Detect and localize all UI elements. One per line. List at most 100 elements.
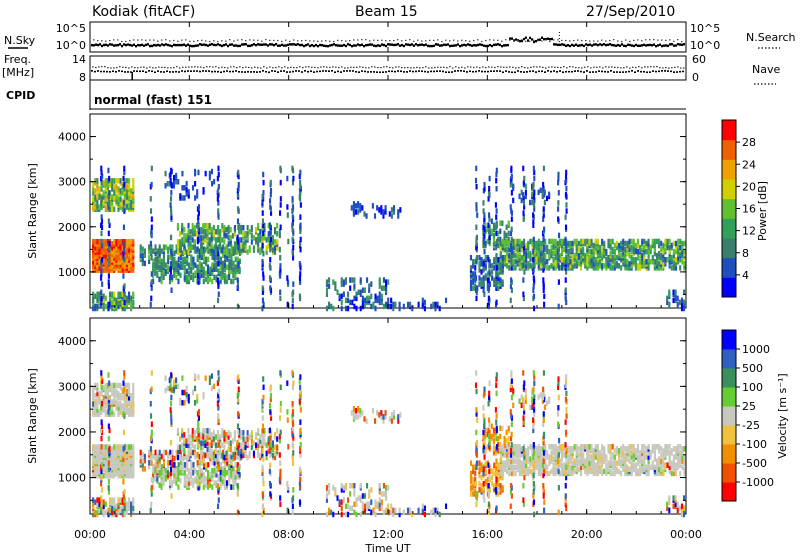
power-cell — [518, 246, 521, 253]
power-cell — [474, 259, 477, 265]
power-cell — [472, 259, 475, 265]
noise-point — [323, 44, 325, 47]
freq-point — [268, 71, 270, 74]
power-cell — [529, 238, 532, 245]
nave-point — [290, 66, 292, 68]
velocity-cell — [104, 386, 107, 393]
velocity-cell — [187, 476, 191, 482]
power-cell — [183, 185, 186, 191]
noise-point — [197, 44, 199, 47]
power-cell — [122, 250, 125, 257]
power-cell — [550, 238, 553, 245]
power-cell — [488, 175, 491, 182]
power-cell — [628, 261, 631, 267]
velocity-cell — [263, 432, 266, 438]
noise-point — [313, 44, 315, 48]
noise-point — [237, 44, 239, 48]
velocity-cell — [200, 448, 203, 455]
velocity-cell — [334, 491, 337, 497]
search-noise-point — [437, 39, 439, 41]
velocity-cell — [234, 449, 237, 456]
velocity-cell — [257, 428, 260, 434]
power-cell — [107, 283, 111, 289]
power-cell — [563, 246, 566, 253]
power-cell — [217, 268, 220, 275]
power-cell — [340, 293, 343, 300]
velocity-cell — [257, 442, 260, 448]
power-cell — [492, 232, 496, 239]
power-cell — [522, 214, 526, 220]
velocity-cell — [257, 446, 260, 453]
power-cell — [175, 262, 178, 268]
power-cell — [150, 216, 153, 222]
noise-point — [491, 44, 493, 48]
nave-point — [479, 67, 481, 69]
power-cell — [268, 275, 272, 281]
freq-point — [403, 71, 405, 73]
power-cell — [533, 189, 536, 196]
velocity-cell — [236, 448, 239, 455]
nave-point — [215, 66, 217, 68]
power-cell — [192, 260, 195, 267]
power-cell — [556, 252, 560, 259]
noise-point — [263, 43, 265, 46]
power-cell — [522, 210, 525, 216]
nave-point — [254, 66, 256, 68]
power-cell — [643, 259, 646, 265]
power-cell — [518, 193, 521, 200]
power-cell — [531, 263, 534, 269]
velocity-cell — [108, 497, 112, 503]
noise-point — [111, 43, 113, 46]
freq-point — [574, 70, 576, 72]
freq-point — [187, 70, 189, 72]
velocity-cell — [143, 457, 146, 464]
power-cell — [628, 238, 631, 245]
power-cell — [225, 245, 228, 251]
power-cell — [554, 238, 557, 245]
nave-point — [191, 66, 193, 68]
velocity-cell — [194, 373, 197, 379]
power-cell — [229, 235, 232, 241]
velocity-cell — [106, 386, 109, 393]
velocity-cell — [176, 444, 180, 450]
power-cell — [567, 240, 570, 247]
velocity-cell — [130, 444, 133, 450]
power-cell — [171, 262, 174, 268]
power-cell — [257, 241, 260, 247]
power-cell — [193, 224, 196, 231]
velocity-cell — [212, 430, 215, 436]
velocity-cell — [152, 472, 155, 478]
power-cell — [221, 272, 224, 279]
velocity-cell — [173, 462, 176, 468]
power-cell — [221, 260, 225, 267]
noise-point — [615, 44, 617, 47]
nave-point — [134, 67, 136, 69]
power-cell — [488, 281, 492, 287]
freq-point — [649, 71, 651, 73]
search-noise-point — [385, 40, 387, 42]
power-cell — [487, 295, 490, 302]
power-cell — [565, 185, 568, 192]
velocity-cell — [244, 436, 247, 442]
velocity-cell — [115, 444, 118, 450]
power-cell — [385, 279, 388, 285]
velocity-cell — [219, 446, 222, 453]
power-cell — [276, 231, 279, 237]
power-cell — [628, 252, 631, 259]
freq-point — [442, 70, 444, 73]
nave-point — [506, 66, 508, 68]
velocity-cell — [357, 495, 360, 501]
power-cell — [232, 270, 235, 277]
velocity-cell — [229, 432, 232, 438]
power-cell — [340, 305, 343, 312]
power-cell — [557, 190, 560, 196]
power-cell — [674, 257, 678, 263]
noise-point — [227, 44, 229, 48]
freq-point — [667, 70, 669, 72]
search-noise-point — [185, 39, 187, 41]
nave-point — [683, 67, 685, 69]
noise-point — [683, 43, 685, 46]
freq-point — [595, 71, 597, 73]
power-cell — [509, 246, 513, 253]
